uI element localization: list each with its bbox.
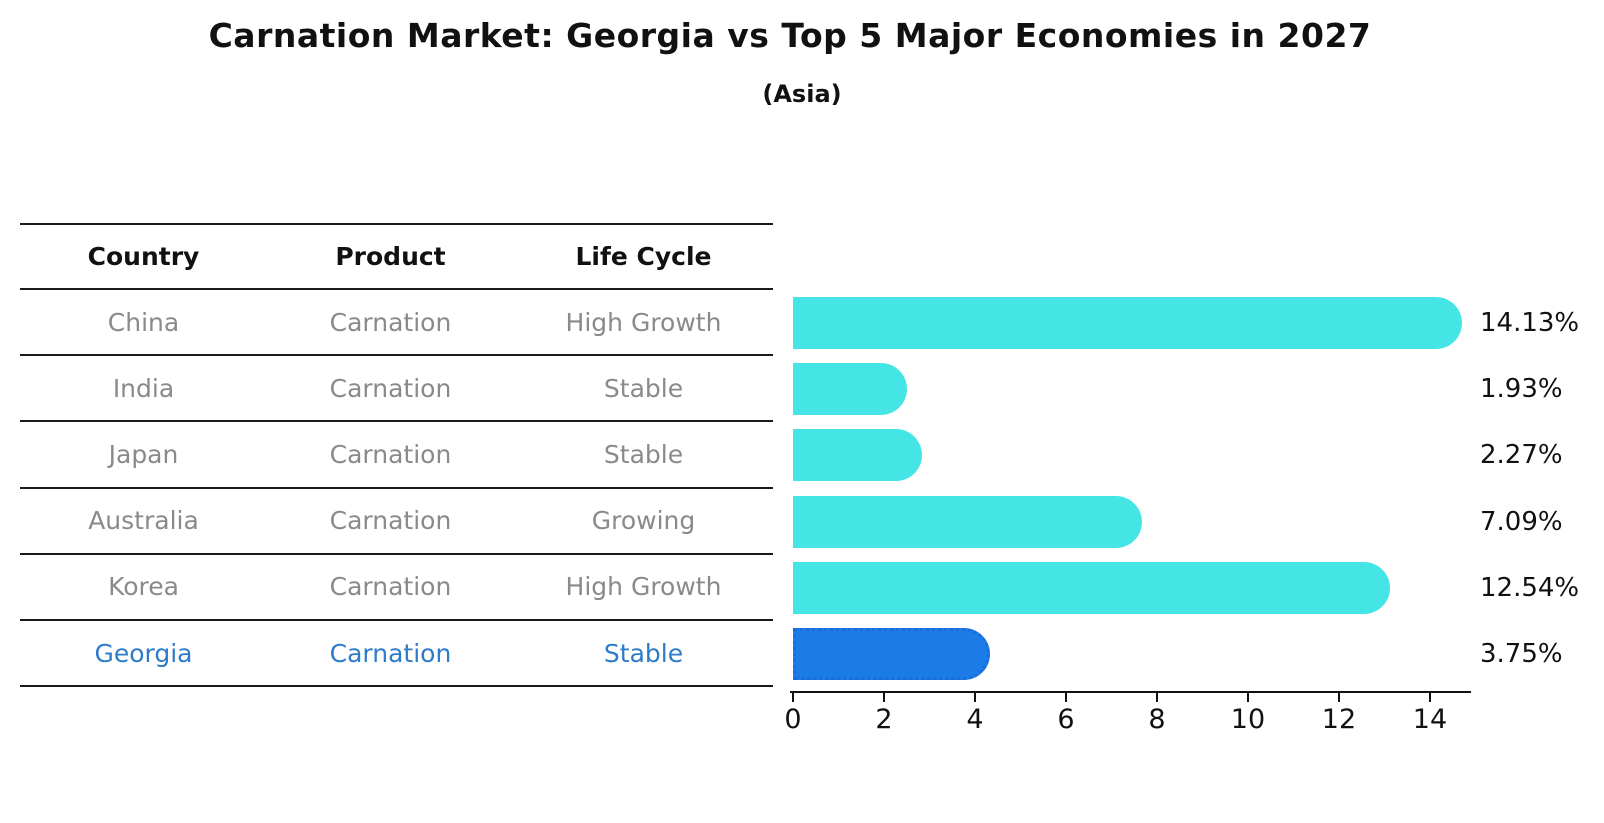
table-cell-country: India bbox=[112, 373, 175, 403]
x-tick-label: 4 bbox=[966, 704, 984, 735]
table-header-product: Product bbox=[335, 242, 446, 271]
table-row: Korea Carnation High Growth bbox=[20, 555, 773, 621]
bar-value-label-china: 14.13% bbox=[1480, 308, 1580, 339]
bar-value-label-india: 1.93% bbox=[1480, 374, 1563, 405]
table-cell-product: Carnation bbox=[329, 373, 452, 403]
bar-value-label-australia: 7.09% bbox=[1480, 506, 1563, 537]
table-row: India Carnation Stable bbox=[20, 356, 773, 423]
table-cell-country: Australia bbox=[88, 506, 199, 536]
bar-band bbox=[793, 290, 1470, 356]
x-axis-line bbox=[790, 691, 1471, 693]
x-tick-mark bbox=[1064, 693, 1067, 702]
table-cell-product: Carnation bbox=[329, 638, 452, 668]
table-cell-product: Carnation bbox=[329, 307, 452, 337]
table-cell-life-cycle: Stable bbox=[603, 638, 684, 668]
x-tick-label: 14 bbox=[1412, 704, 1448, 735]
bar-band bbox=[793, 356, 1470, 422]
bar-band bbox=[793, 621, 1470, 687]
bar-value-label-korea: 12.54% bbox=[1480, 572, 1580, 603]
x-tick-mark bbox=[882, 693, 885, 702]
bar-india bbox=[793, 363, 907, 416]
bar-band bbox=[793, 489, 1470, 555]
comparison-table-body: China Carnation High Growth India Carnation S… bbox=[20, 290, 773, 688]
table-cell-life-cycle: Stable bbox=[603, 439, 684, 469]
bar-plot-area bbox=[793, 290, 1470, 687]
x-axis: 0 2 4 6 8 10 12 14 bbox=[784, 691, 1470, 741]
table-header-row: Country Product Life Cycle bbox=[20, 223, 773, 290]
table-cell-country: Japan bbox=[108, 439, 179, 469]
x-tick-label: 6 bbox=[1057, 704, 1075, 735]
table-cell-country: Georgia bbox=[94, 638, 193, 668]
table-cell-product: Carnation bbox=[329, 439, 452, 469]
table-row: China Carnation High Growth bbox=[20, 290, 773, 357]
bar-band bbox=[793, 422, 1470, 488]
comparison-table: Country Product Life Cycle China Carnatio… bbox=[20, 223, 773, 688]
bar-value-labels: 14.13% 1.93% 2.27% 7.09% 12.54% 3.75% bbox=[1480, 290, 1600, 687]
x-tick-label: 8 bbox=[1148, 704, 1166, 735]
bar-georgia bbox=[793, 627, 990, 680]
x-tick-label: 12 bbox=[1321, 704, 1357, 735]
table-cell-product: Carnation bbox=[329, 506, 452, 536]
table-row: Australia Carnation Growing bbox=[20, 489, 773, 555]
table-cell-life-cycle: Growing bbox=[591, 506, 696, 536]
x-tick-mark bbox=[1337, 693, 1340, 702]
table-cell-life-cycle: High Growth bbox=[565, 307, 722, 337]
bar-australia bbox=[793, 495, 1142, 548]
table-cell-country: China bbox=[107, 307, 180, 337]
chart-title: Carnation Market: Georgia vs Top 5 Major… bbox=[208, 16, 1372, 55]
x-tick-label: 0 bbox=[784, 704, 802, 735]
bar-korea bbox=[793, 561, 1390, 614]
bar-china bbox=[793, 297, 1462, 349]
x-tick-label: 2 bbox=[875, 704, 893, 735]
x-tick-mark bbox=[792, 693, 794, 702]
x-tick-mark bbox=[973, 693, 976, 702]
x-tick-label: 10 bbox=[1230, 704, 1266, 735]
table-cell-life-cycle: Stable bbox=[603, 373, 684, 403]
bar-value-label-georgia: 3.75% bbox=[1480, 639, 1563, 670]
x-tick-mark bbox=[1155, 693, 1158, 702]
table-cell-country: Korea bbox=[108, 572, 179, 602]
table-header-country: Country bbox=[87, 242, 200, 271]
x-tick-mark bbox=[1428, 693, 1431, 702]
bar-band bbox=[793, 555, 1470, 621]
table-row: Japan Carnation Stable bbox=[20, 422, 773, 489]
table-cell-life-cycle: High Growth bbox=[565, 572, 722, 602]
table-row: Georgia Carnation Stable bbox=[20, 621, 773, 688]
table-cell-product: Carnation bbox=[329, 572, 452, 602]
table-header-life-cycle: Life Cycle bbox=[575, 242, 712, 271]
x-tick-mark bbox=[1246, 693, 1249, 702]
chart-subtitle: (Asia) bbox=[762, 80, 842, 108]
bar-japan bbox=[793, 429, 923, 482]
bar-value-label-japan: 2.27% bbox=[1480, 440, 1563, 471]
